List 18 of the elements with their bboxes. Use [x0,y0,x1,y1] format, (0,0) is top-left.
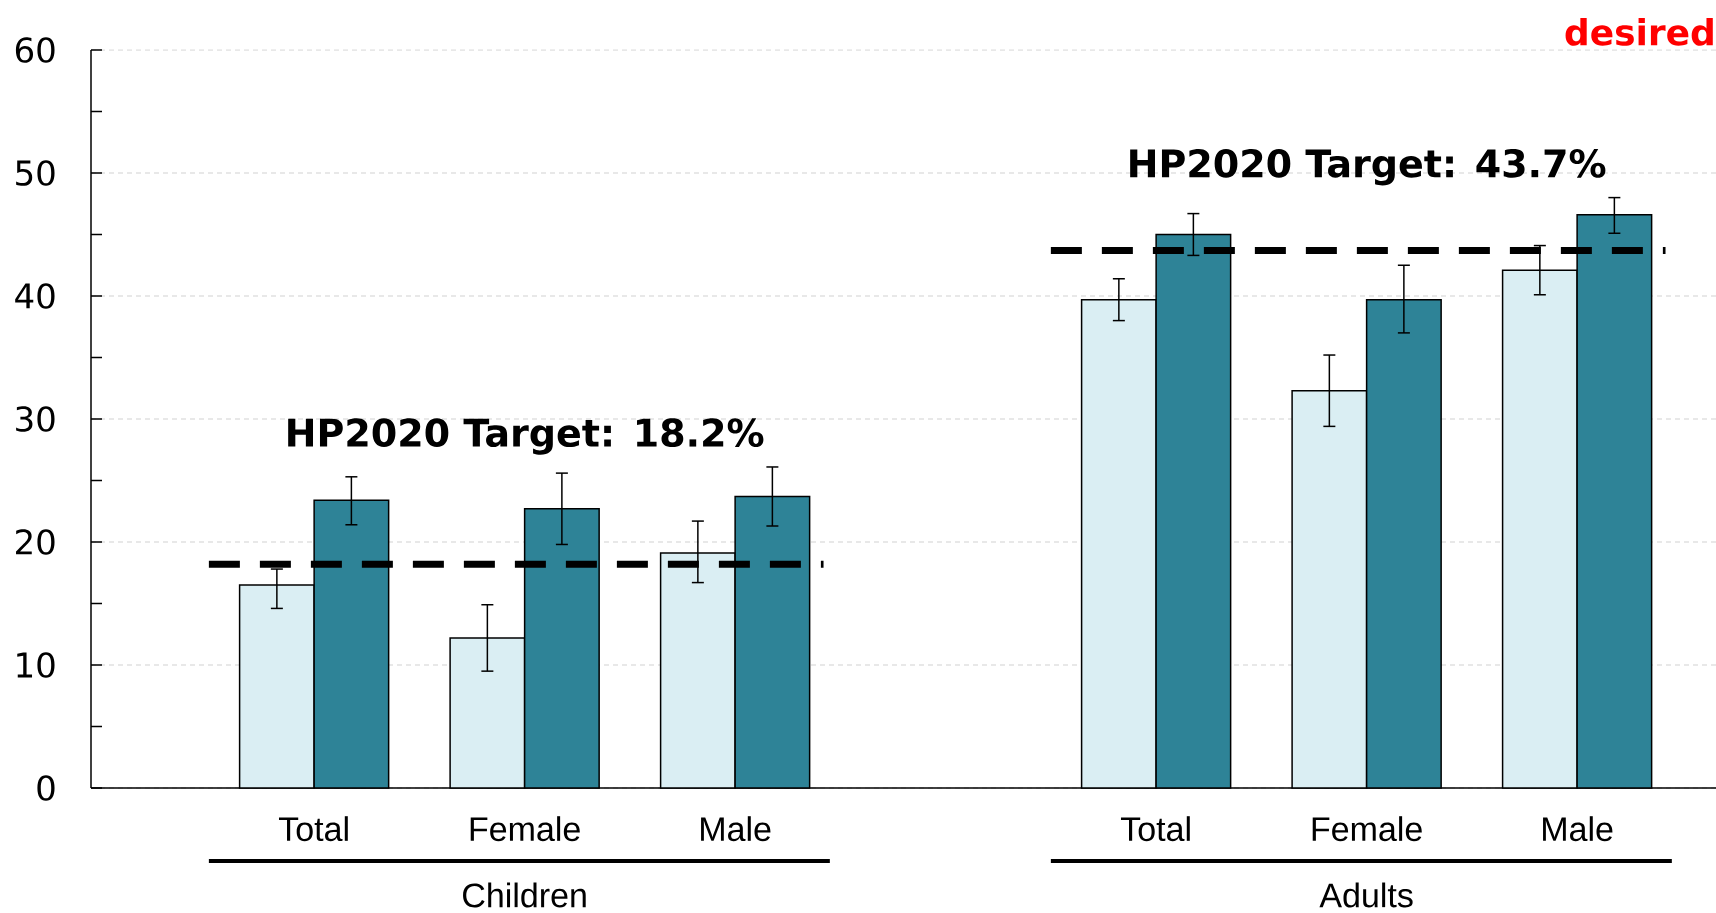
y-tick-label: 50 [16,160,55,186]
x-tick-label: Total [1120,816,1190,842]
x-tick-label: Female [1312,816,1422,842]
ref-line-label: HP2020 Target: 43.7% [1130,148,1606,186]
y-tick-label: 40 [15,283,55,309]
x-tick-label: Female [470,816,580,842]
y-tick-label: 60 [15,37,55,63]
x-tick-label: Male [701,816,771,842]
y-tick-label: 20 [16,529,55,555]
x-tick-label: Male [1543,816,1613,842]
x-tick-label: Total [278,816,348,842]
y-tick-label: 30 [16,406,55,432]
ref-line-label: HP2020 Target: 18.2% [288,418,764,455]
y-tick-label: 0 [37,775,55,801]
y-tick-label: 10 [17,652,55,678]
text: Children [463,882,586,908]
text: desired [1565,17,1713,46]
text: Adults [1319,882,1413,908]
